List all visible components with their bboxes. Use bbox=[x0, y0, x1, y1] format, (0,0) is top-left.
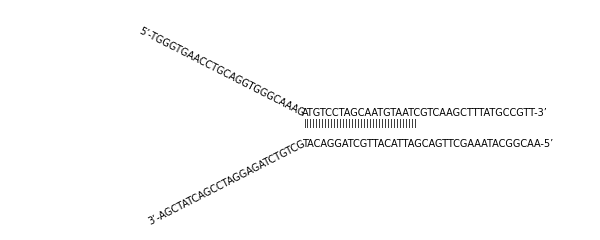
Text: ATGTCCTAGCAATGTAATCGTCAAGCTTTATGCCGTT-3’: ATGTCCTAGCAATGTAATCGTCAAGCTTTATGCCGTT-3’ bbox=[302, 108, 548, 118]
Text: 3’-AGCTATCAGCCTAGGAGATCTGTCG: 3’-AGCTATCAGCCTAGGAGATCTGTCG bbox=[146, 139, 307, 227]
Text: ||||||||||||||||||||||||||||||||||||||: |||||||||||||||||||||||||||||||||||||| bbox=[304, 119, 418, 128]
Text: TACAGGATCGTTACATTAGCAGTTCGAAATACGGCAA-5’: TACAGGATCGTTACATTAGCAGTTCGAAATACGGCAA-5’ bbox=[302, 139, 553, 149]
Text: 5’-TGGGTGAACCTGCAGGTGGGCAAAG: 5’-TGGGTGAACCTGCAGGTGGGCAAAG bbox=[138, 25, 307, 118]
